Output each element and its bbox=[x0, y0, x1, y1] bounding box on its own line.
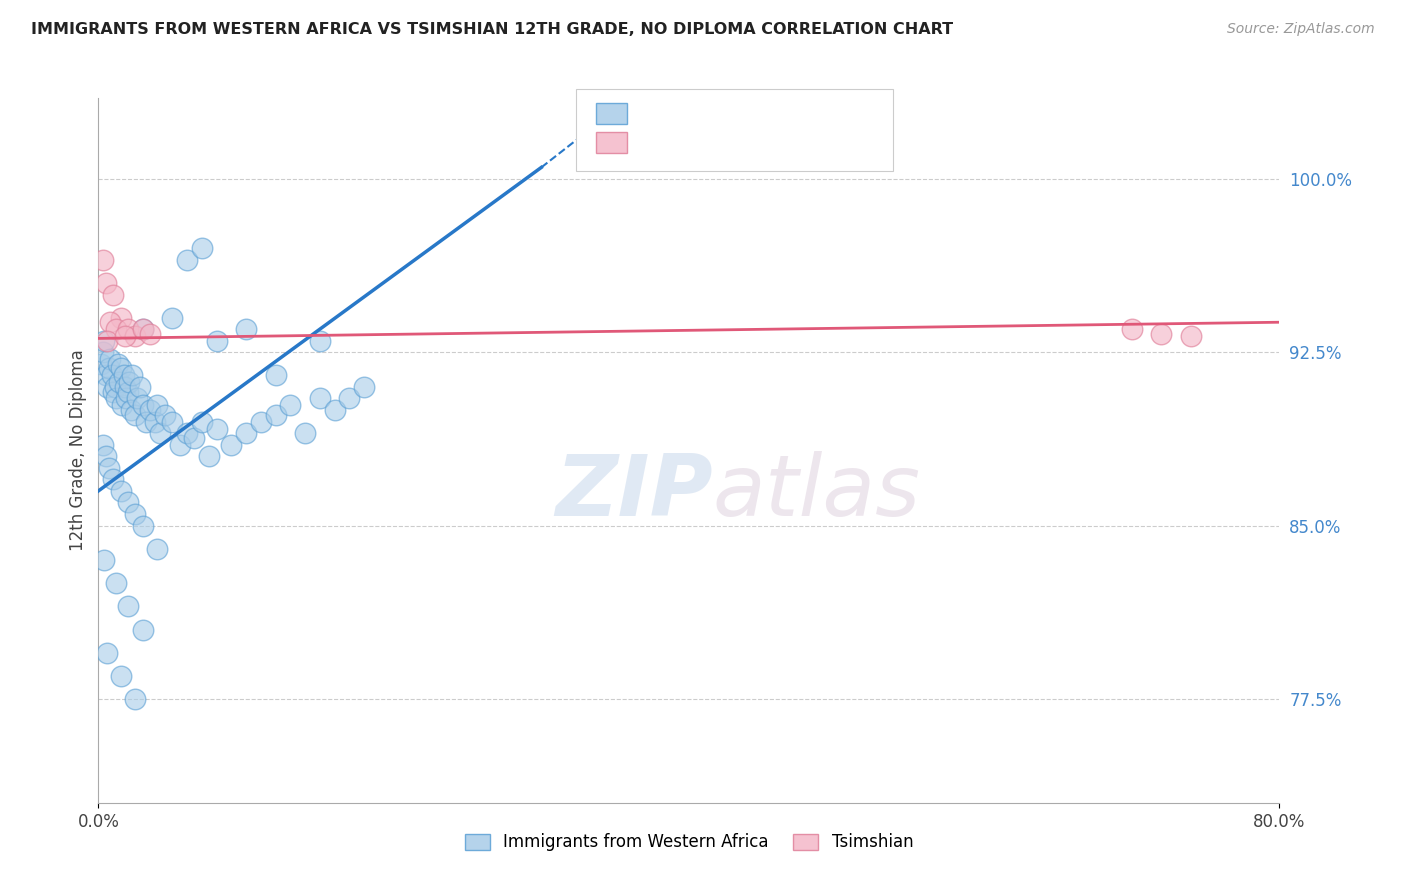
Point bbox=[117, 384, 139, 399]
Point bbox=[128, 380, 150, 394]
Point bbox=[309, 334, 332, 348]
Point bbox=[96, 646, 118, 660]
Point bbox=[97, 460, 120, 475]
Point bbox=[91, 438, 114, 452]
Point bbox=[114, 329, 136, 343]
Point bbox=[146, 398, 169, 412]
Point bbox=[110, 669, 132, 683]
Point bbox=[110, 310, 132, 325]
Point bbox=[124, 408, 146, 422]
Text: Source: ZipAtlas.com: Source: ZipAtlas.com bbox=[1227, 22, 1375, 37]
Point bbox=[117, 599, 139, 614]
Point bbox=[162, 310, 183, 325]
Point bbox=[117, 322, 139, 336]
Point bbox=[339, 392, 361, 406]
Point bbox=[124, 329, 146, 343]
Point bbox=[323, 403, 346, 417]
Point bbox=[132, 322, 155, 336]
Point bbox=[132, 322, 155, 336]
Point bbox=[132, 518, 155, 533]
Point bbox=[105, 392, 128, 406]
Point bbox=[97, 361, 120, 376]
Point bbox=[104, 380, 127, 394]
Point bbox=[149, 426, 172, 441]
Point bbox=[118, 376, 141, 390]
Point bbox=[205, 334, 228, 348]
Point bbox=[143, 415, 166, 429]
Point bbox=[191, 415, 214, 429]
Point bbox=[115, 392, 138, 406]
Y-axis label: 12th Grade, No Diploma: 12th Grade, No Diploma bbox=[69, 350, 87, 551]
Point bbox=[110, 361, 132, 376]
Point bbox=[221, 438, 243, 452]
Point bbox=[205, 421, 228, 435]
Point bbox=[176, 252, 198, 267]
Point bbox=[198, 449, 221, 463]
Text: IMMIGRANTS FROM WESTERN AFRICA VS TSIMSHIAN 12TH GRADE, NO DIPLOMA CORRELATION C: IMMIGRANTS FROM WESTERN AFRICA VS TSIMSH… bbox=[31, 22, 953, 37]
Point bbox=[100, 368, 122, 383]
Point bbox=[94, 449, 117, 463]
Point bbox=[114, 380, 136, 394]
Point bbox=[135, 415, 157, 429]
Point bbox=[103, 384, 125, 399]
Point bbox=[98, 315, 121, 329]
Point bbox=[103, 472, 125, 486]
Point bbox=[191, 241, 214, 255]
Point bbox=[1150, 326, 1173, 341]
Point bbox=[121, 368, 143, 383]
Point bbox=[250, 415, 273, 429]
Point bbox=[96, 334, 118, 348]
Point bbox=[105, 322, 128, 336]
Text: R =  0.085    N = 15: R = 0.085 N = 15 bbox=[637, 129, 834, 147]
Point bbox=[183, 431, 205, 445]
Point bbox=[108, 376, 131, 390]
Point bbox=[169, 438, 191, 452]
Point bbox=[117, 495, 139, 509]
Point bbox=[93, 334, 115, 348]
Point bbox=[294, 426, 316, 441]
Point bbox=[264, 368, 287, 383]
Text: atlas: atlas bbox=[713, 451, 921, 534]
Point bbox=[264, 408, 287, 422]
Point bbox=[1180, 329, 1202, 343]
Point bbox=[93, 553, 115, 567]
Point bbox=[124, 691, 146, 706]
Point bbox=[132, 398, 155, 412]
Point bbox=[235, 322, 257, 336]
Point bbox=[91, 345, 114, 359]
Point bbox=[153, 408, 176, 422]
Point bbox=[105, 576, 128, 591]
Point bbox=[132, 623, 155, 637]
Point bbox=[146, 541, 169, 556]
Point bbox=[107, 357, 129, 371]
Point bbox=[94, 368, 117, 383]
Point bbox=[139, 403, 162, 417]
Point bbox=[139, 326, 162, 341]
Point bbox=[353, 380, 375, 394]
Point bbox=[235, 426, 257, 441]
Point bbox=[96, 380, 118, 394]
Point bbox=[280, 398, 302, 412]
Point bbox=[309, 392, 332, 406]
Point bbox=[111, 398, 134, 412]
Point bbox=[162, 415, 183, 429]
Point bbox=[124, 507, 146, 521]
Point bbox=[120, 403, 142, 417]
Point bbox=[125, 392, 148, 406]
Point bbox=[176, 426, 198, 441]
Point bbox=[112, 368, 135, 383]
Legend: Immigrants from Western Africa, Tsimshian: Immigrants from Western Africa, Tsimshia… bbox=[458, 827, 920, 858]
Point bbox=[98, 352, 121, 367]
Text: ZIP: ZIP bbox=[555, 451, 713, 534]
Point bbox=[94, 276, 117, 290]
Text: R =  0.361    N = 75: R = 0.361 N = 75 bbox=[637, 100, 834, 118]
Point bbox=[103, 287, 125, 301]
Point bbox=[110, 483, 132, 498]
Point bbox=[91, 252, 114, 267]
Point bbox=[1121, 322, 1143, 336]
Point bbox=[90, 357, 112, 371]
